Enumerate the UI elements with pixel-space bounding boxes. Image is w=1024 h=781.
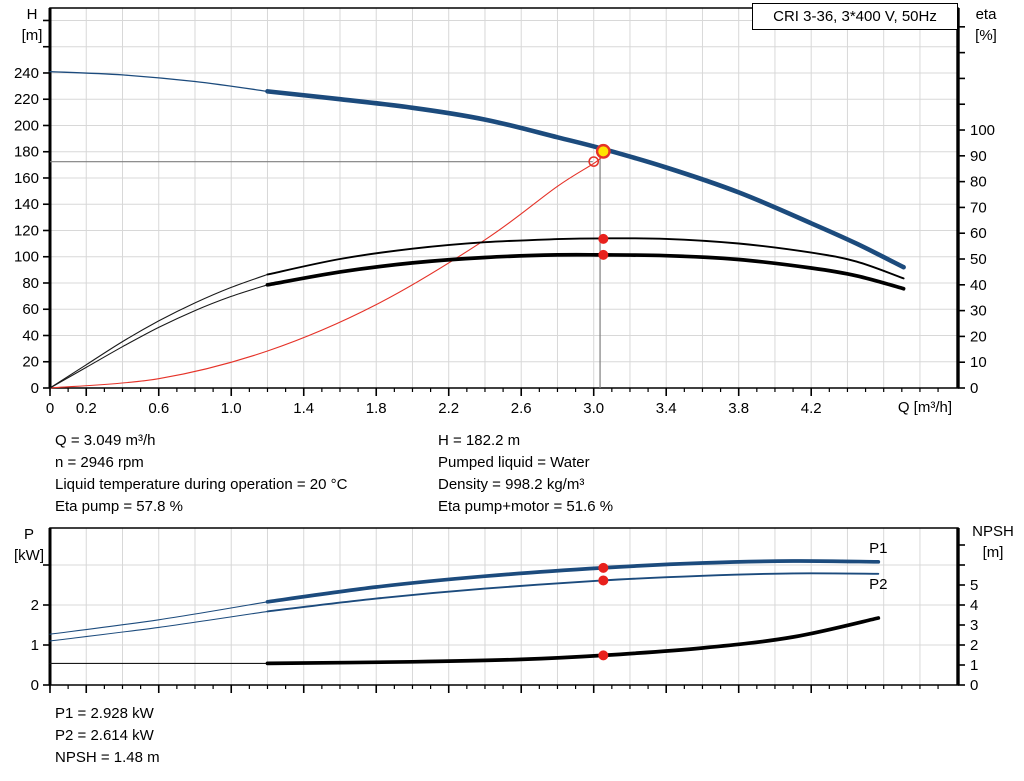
info-q: Q = 3.049 m³/h <box>55 432 156 449</box>
hq-x-tick-label: 2.2 <box>438 400 459 417</box>
hq-right-tick-label: 60 <box>970 225 987 242</box>
h-axis-title: H [m] <box>12 4 52 46</box>
hq-left-tick-label: 200 <box>14 117 39 134</box>
hq-right-tick-label: 10 <box>970 354 987 371</box>
hq-x-tick-label: 3.8 <box>728 400 749 417</box>
eta-pump-thin <box>49 273 269 389</box>
info-eta-pump-motor: Eta pump+motor = 51.6 % <box>438 498 614 515</box>
hq-left-tick-label: 220 <box>14 91 39 108</box>
power-right-tick-label: 3 <box>970 617 978 634</box>
requested-duty-circle <box>588 156 600 167</box>
info-block-bottom: P1 = 2.928 kW P2 = 2.614 kW NPSH = 1.48 … <box>55 703 160 769</box>
q-axis-label: Q [m³/h] <box>897 399 952 416</box>
p1-label: P1 <box>869 540 887 557</box>
hq-x-tick-label: 0.6 <box>148 400 169 417</box>
eta-pump-motor-dot <box>598 249 609 260</box>
hq-x-tick-label: 3.0 <box>583 400 604 417</box>
system-curve <box>49 151 604 389</box>
hq-right-tick-label: 0 <box>970 380 978 397</box>
power-right-tick-label: 4 <box>970 597 978 614</box>
hq-right-tick-label: 30 <box>970 303 987 320</box>
h-axis-title-unit: [m] <box>21 27 43 44</box>
hq-left-tick-label: 0 <box>31 380 39 397</box>
hq-right-tick-label: 50 <box>970 251 987 268</box>
hq-right-tick-label: 80 <box>970 174 987 191</box>
hq-left-tick-label: 160 <box>14 170 39 187</box>
p-axis-title-unit: [kW] <box>14 547 44 564</box>
power-right-tick-label: 5 <box>970 577 978 594</box>
npsh-axis-title-symbol: NPSH <box>972 523 1014 540</box>
eta-axis-title-unit: [%] <box>975 27 997 44</box>
info-eta-pump: Eta pump = 57.8 % <box>55 498 183 515</box>
hq-left-tick-label: 140 <box>14 196 39 213</box>
hq-x-tick-label: 0.2 <box>76 400 97 417</box>
hq-plot-frame <box>49 7 959 389</box>
eta-axis-title-symbol: eta <box>975 6 997 23</box>
head-curve <box>265 89 906 270</box>
info-p2: P2 = 2.614 kW <box>55 727 154 744</box>
power-left-tick-label: 1 <box>31 637 39 654</box>
hq-left-tick-label: 100 <box>14 249 39 266</box>
p2-dot <box>598 575 609 586</box>
p-axis-title-symbol: P <box>23 526 34 543</box>
npsh-curve <box>265 616 881 666</box>
hq-left-tick-label: 240 <box>14 65 39 82</box>
eta-pump-dot <box>598 233 609 244</box>
info-block-left: Q = 3.049 m³/h n = 2946 rpm Liquid tempe… <box>55 430 347 518</box>
p2-label: P2 <box>869 576 887 593</box>
power-right-tick-label: 0 <box>970 677 978 694</box>
hq-x-tick-label: 0 <box>46 400 54 417</box>
npsh-axis-title: NPSH [m] <box>962 521 1024 563</box>
eta-pump-curve <box>266 237 905 280</box>
info-speed: n = 2946 rpm <box>55 454 144 471</box>
eta-pump-motor-thin <box>49 284 269 389</box>
hq-x-tick-label: 2.6 <box>511 400 532 417</box>
info-liquid-temp: Liquid temperature during operation = 20… <box>55 476 348 493</box>
hq-x-tick-label: 3.4 <box>656 400 677 417</box>
hq-left-tick-label: 60 <box>22 301 39 318</box>
info-block-right: H = 182.2 m Pumped liquid = Water Densit… <box>438 430 613 518</box>
power-left-tick-label: 2 <box>31 597 39 614</box>
power-right-tick-label: 1 <box>970 657 978 674</box>
power-right-tick-label: 2 <box>970 637 978 654</box>
info-h: H = 182.2 m <box>438 432 521 449</box>
p-axis-title: P [kW] <box>6 524 52 566</box>
p1-curve <box>265 559 881 604</box>
hq-right-tick-label: 90 <box>970 148 987 165</box>
p1-curve-thin <box>49 601 269 635</box>
hq-right-tick-label: 100 <box>970 122 995 139</box>
pump-title-box: CRI 3-36, 3*400 V, 50Hz <box>752 3 958 30</box>
info-npsh: NPSH = 1.48 m <box>55 749 160 766</box>
hq-left-tick-label: 20 <box>22 354 39 371</box>
p1-dot <box>598 562 609 573</box>
head-curve-thin <box>49 71 269 93</box>
hq-right-tick-label: 70 <box>970 199 987 216</box>
hq-x-tick-label: 1.4 <box>293 400 314 417</box>
h-axis-title-symbol: H <box>26 6 38 23</box>
hq-left-tick-label: 40 <box>22 327 39 344</box>
info-density: Density = 998.2 kg/m³ <box>438 476 585 493</box>
hq-left-tick-label: 80 <box>22 275 39 292</box>
p2-curve-thin <box>49 610 269 642</box>
hq-x-tick-label: 1.8 <box>366 400 387 417</box>
npsh-dot <box>598 650 609 661</box>
hq-right-tick-label: 20 <box>970 328 987 345</box>
hq-x-tick-label: 1.0 <box>221 400 242 417</box>
p2-curve <box>266 572 880 613</box>
hq-x-tick-label: 4.2 <box>801 400 822 417</box>
info-p1: P1 = 2.928 kW <box>55 705 154 722</box>
power-left-tick-label: 0 <box>31 677 39 694</box>
hq-right-tick-label: 40 <box>970 277 987 294</box>
eta-pump-motor-curve <box>265 252 906 291</box>
npsh-axis-title-unit: [m] <box>982 544 1004 561</box>
info-pumped-liquid: Pumped liquid = Water <box>438 454 590 471</box>
eta-axis-title: eta [%] <box>964 4 1008 46</box>
duty-point <box>595 143 611 159</box>
hq-left-tick-label: 120 <box>14 222 39 239</box>
hq-left-tick-label: 180 <box>14 144 39 161</box>
